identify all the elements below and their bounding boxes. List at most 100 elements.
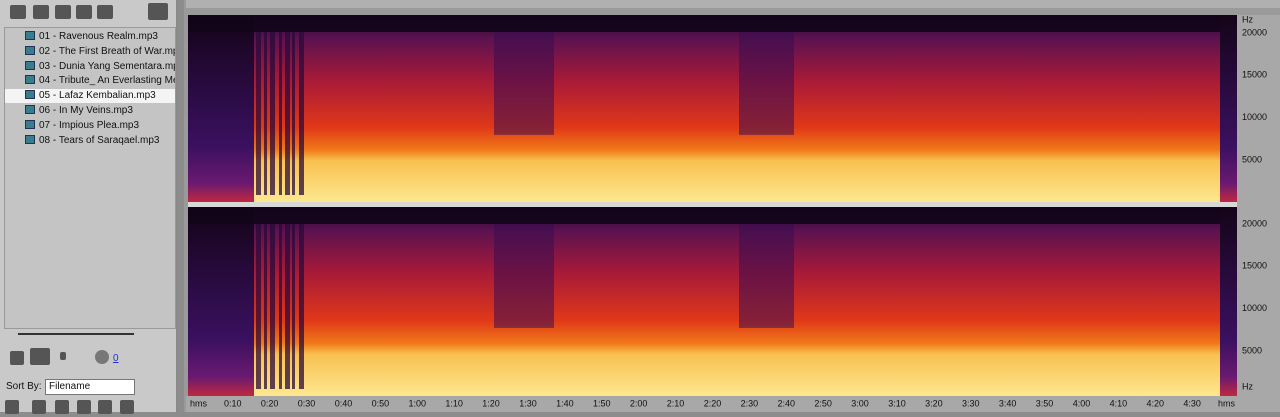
stripe: [270, 224, 275, 389]
file-icon: [25, 90, 35, 100]
sort-select[interactable]: Filename: [45, 379, 135, 395]
freq-label: 15000: [1242, 261, 1267, 271]
outro: [1220, 207, 1237, 396]
quiet-zone: [494, 32, 554, 135]
freq-label: Hz: [1242, 381, 1253, 391]
time-label: 0:50: [372, 398, 390, 408]
time-label: 4:00: [1073, 398, 1091, 408]
stripe: [256, 32, 261, 195]
splitter: [18, 333, 134, 335]
bottom-button[interactable]: [98, 400, 112, 414]
stripe: [279, 32, 282, 195]
time-label: 2:00: [630, 398, 648, 408]
open-button[interactable]: [10, 5, 26, 19]
file-item[interactable]: 07 - Impious Plea.mp3: [5, 119, 175, 133]
stripe: [256, 224, 261, 389]
cd-button[interactable]: [97, 5, 113, 19]
time-label: hms: [190, 398, 208, 408]
play-button[interactable]: [60, 352, 66, 360]
intro: [188, 15, 254, 202]
volume-button[interactable]: [10, 351, 24, 365]
file-item[interactable]: 03 - Dunia Yang Sementara.mp3: [5, 60, 175, 74]
intro: [188, 207, 254, 396]
file-name: 06 - In My Veins.mp3: [39, 105, 133, 116]
time-label: 0:10: [224, 398, 242, 408]
stripe: [264, 224, 267, 389]
time-label: 1:00: [409, 398, 427, 408]
bottom-button[interactable]: [55, 400, 69, 414]
time-label: 3:50: [1036, 398, 1054, 408]
bottom-button[interactable]: [32, 400, 46, 414]
top-band: [188, 15, 1237, 32]
insert-button[interactable]: [55, 5, 71, 19]
stripe: [285, 224, 290, 389]
freq-label: 10000: [1242, 303, 1267, 313]
file-icon: [25, 60, 35, 70]
file-item[interactable]: 08 - Tears of Saraqael.mp3: [5, 134, 175, 148]
time-label: 0:30: [298, 398, 316, 408]
freq-label: 20000: [1242, 27, 1267, 37]
quiet-zone: [494, 224, 554, 328]
quiet-zone: [739, 32, 794, 135]
file-icon: [25, 31, 35, 40]
bottom-button[interactable]: [5, 400, 19, 414]
file-item[interactable]: 02 - The First Breath of War.mp3: [5, 45, 175, 59]
stripe: [285, 32, 290, 195]
sort-value: Filename: [49, 381, 91, 392]
stripe: [264, 32, 267, 195]
file-item[interactable]: 06 - In My Veins.mp3: [5, 104, 175, 118]
time-label: 3:40: [999, 398, 1017, 408]
time-label: 0:20: [261, 398, 279, 408]
file-icon: [25, 105, 35, 114]
time-label: 2:30: [741, 398, 759, 408]
freq-label: 5000: [1242, 154, 1262, 164]
bottom-button[interactable]: [120, 400, 134, 414]
sort-label: Sort By:: [6, 381, 42, 392]
time-label: 0:40: [335, 398, 353, 408]
stripe: [292, 32, 295, 195]
freq-label: Hz: [1242, 14, 1253, 24]
freq-label: 15000: [1242, 70, 1267, 80]
file-item[interactable]: 01 - Ravenous Realm.mp3: [5, 30, 175, 44]
file-icon: [25, 45, 35, 55]
file-name: 07 - Impious Plea.mp3: [39, 119, 140, 131]
editor: Hz 20000 15000 10000 5000 20000 15000 10000 5000…: [184, 0, 1280, 412]
time-label: 4:20: [1147, 398, 1165, 408]
counter[interactable]: 0: [113, 353, 119, 364]
file-name: 05 - Lafaz Kembalian.mp3: [39, 90, 156, 102]
time-ruler: [186, 396, 1280, 412]
outro: [1220, 15, 1237, 202]
bottom-button[interactable]: [77, 400, 91, 414]
stripe: [299, 224, 304, 389]
spectrogram: [188, 15, 1237, 202]
view-button[interactable]: [148, 3, 168, 20]
files-panel: 01 - Ravenous Realm.mp3 02 - The First Br…: [0, 0, 177, 414]
time-label: 3:30: [962, 398, 980, 408]
time-label: 1:30: [519, 398, 537, 408]
multitrack-button[interactable]: [76, 5, 92, 19]
close-button[interactable]: [33, 5, 49, 19]
time-label: 4:30: [1183, 398, 1201, 408]
quiet-zone: [739, 224, 794, 328]
loop-button[interactable]: [30, 348, 50, 365]
file-item[interactable]: 05 - Lafaz Kembalian.mp3: [5, 89, 175, 104]
freq-label: 10000: [1242, 112, 1267, 122]
stripe: [299, 32, 304, 195]
dial[interactable]: [95, 350, 109, 364]
file-name: 08 - Tears of Saraqael.mp3: [39, 134, 160, 146]
separator: [188, 202, 1237, 207]
file-item[interactable]: 04 - Tribute_ An Everlasting Mem: [5, 74, 175, 88]
time-label: 1:10: [445, 398, 463, 408]
spectral-view: Hz 20000 15000 10000 5000 20000 15000 10000 5000…: [186, 0, 1280, 412]
file-list: 01 - Ravenous Realm.mp3 02 - The First Br…: [4, 27, 176, 329]
time-label: 3:00: [851, 398, 869, 408]
time-label: 4:10: [1110, 398, 1128, 408]
time-label: 2:20: [704, 398, 722, 408]
file-name: 03 - Dunia Yang Sementara.mp3: [39, 60, 175, 72]
freq-label: 20000: [1242, 218, 1267, 228]
time-label: hms: [1218, 398, 1236, 408]
time-label: 1:40: [556, 398, 574, 408]
top-band: [188, 207, 1237, 224]
spectrogram: [188, 207, 1237, 396]
time-label: 2:10: [667, 398, 685, 408]
